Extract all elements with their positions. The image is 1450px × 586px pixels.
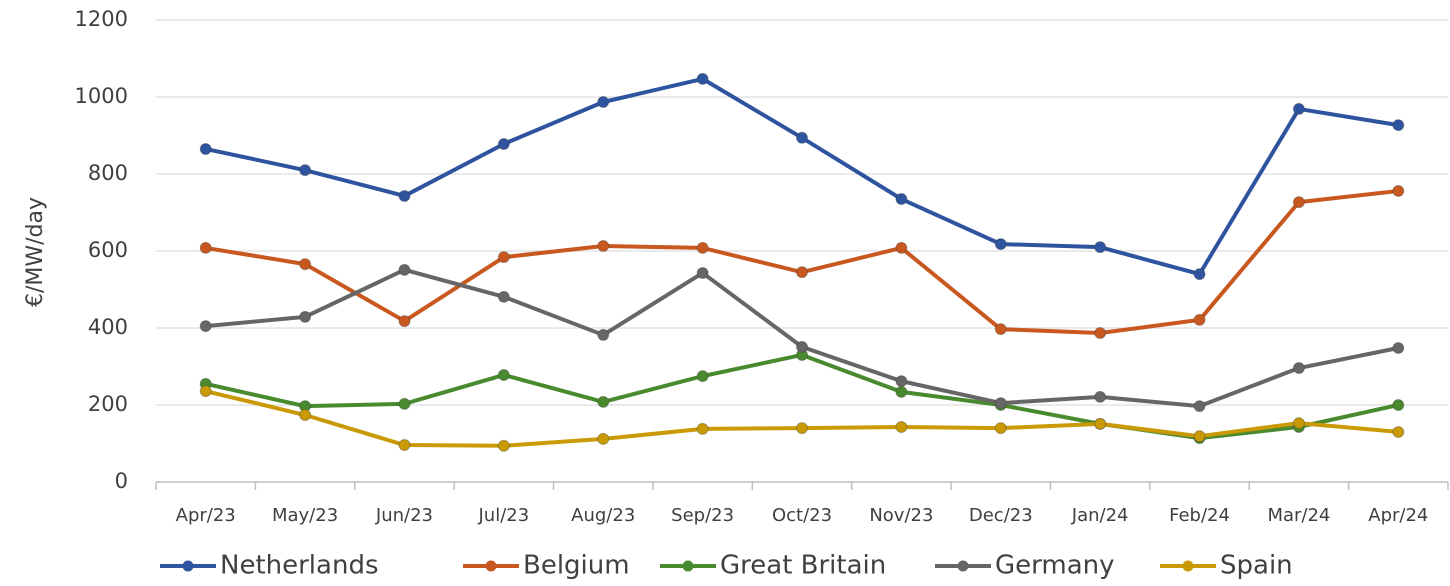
data-point [1392, 184, 1405, 197]
legend-label: Belgium [523, 551, 630, 581]
x-tick-label: Nov/23 [869, 505, 933, 526]
y-tick-label: 1000 [75, 84, 128, 108]
y-tick-label: 0 [115, 469, 128, 493]
data-point [1193, 400, 1206, 413]
data-point [895, 385, 908, 398]
data-point [597, 96, 610, 109]
data-point [1392, 342, 1405, 355]
y-tick-label: 600 [88, 238, 128, 262]
data-point [895, 420, 908, 433]
data-point [398, 315, 411, 328]
x-tick-label: Jan/24 [1071, 505, 1129, 526]
legend-label: Spain [1220, 551, 1293, 581]
data-point [497, 439, 510, 452]
data-point [1392, 399, 1405, 411]
data-point [696, 370, 709, 383]
data-point [994, 323, 1007, 336]
data-point [299, 258, 312, 271]
data-point [398, 439, 411, 452]
legend-label: Netherlands [220, 551, 379, 581]
data-point [994, 422, 1007, 435]
data-point [1392, 119, 1405, 132]
y-tick-label: 800 [88, 161, 128, 185]
data-point [497, 290, 510, 303]
data-point [597, 432, 610, 445]
x-tick-label: Feb/24 [1169, 505, 1230, 526]
series-line [205, 188, 1399, 336]
x-tick-label: Sep/23 [671, 505, 734, 526]
data-point [497, 368, 510, 381]
y-tick-label: 200 [88, 392, 128, 416]
x-tick-label: Apr/24 [1368, 505, 1428, 526]
data-point [994, 238, 1007, 251]
data-point [398, 397, 411, 410]
data-point [1392, 425, 1405, 438]
data-point [796, 422, 808, 435]
data-point [1094, 417, 1107, 430]
data-point [497, 251, 510, 264]
x-tick-label: Aug/23 [571, 505, 635, 526]
data-point [199, 320, 212, 333]
data-point [1292, 362, 1305, 375]
data-point [299, 409, 312, 422]
legend-label: Germany [995, 551, 1115, 581]
data-point [597, 395, 610, 408]
legend-marker [1182, 560, 1194, 572]
x-tick-label: Jul/23 [478, 505, 530, 526]
data-point [299, 164, 312, 177]
data-point [796, 131, 808, 144]
y-tick-label: 400 [88, 315, 128, 339]
series-line [205, 76, 1399, 277]
data-point [299, 310, 312, 323]
data-point [696, 266, 709, 279]
legend-marker [682, 560, 694, 572]
data-point [796, 340, 808, 353]
y-axis-label: €/MW/day [23, 197, 48, 307]
data-point [1292, 102, 1305, 115]
data-point [1193, 430, 1206, 443]
x-tick-label: Jun/23 [375, 505, 433, 526]
data-point [796, 266, 808, 279]
data-point [1193, 268, 1206, 281]
y-tick-label: 1200 [75, 7, 128, 31]
data-point [994, 397, 1007, 410]
data-point [1193, 313, 1206, 326]
legend-marker [182, 560, 194, 572]
legend-label: Great Britain [720, 551, 886, 581]
data-point [398, 263, 411, 276]
legend-marker [485, 560, 497, 572]
data-point [199, 385, 212, 398]
data-point [1292, 417, 1305, 430]
data-point [696, 422, 709, 435]
x-tick-label: Apr/23 [176, 505, 236, 526]
data-point [1094, 390, 1107, 403]
data-point [398, 189, 411, 202]
data-point [1094, 241, 1107, 254]
data-point [895, 241, 908, 254]
data-point [497, 137, 510, 150]
x-tick-label: Dec/23 [969, 505, 1033, 526]
x-tick-label: Mar/24 [1267, 505, 1330, 526]
data-point [1292, 196, 1305, 209]
data-point [696, 72, 709, 85]
x-tick-label: Oct/23 [772, 505, 832, 526]
series-line [205, 267, 1399, 409]
data-point [895, 193, 908, 206]
data-point [696, 241, 709, 254]
data-point [199, 142, 212, 155]
data-point [199, 241, 212, 254]
data-point [1094, 327, 1107, 340]
data-point [895, 375, 908, 388]
x-tick-label: May/23 [272, 505, 338, 526]
legend-marker [957, 560, 969, 572]
data-point [597, 239, 610, 252]
data-point [597, 328, 610, 341]
